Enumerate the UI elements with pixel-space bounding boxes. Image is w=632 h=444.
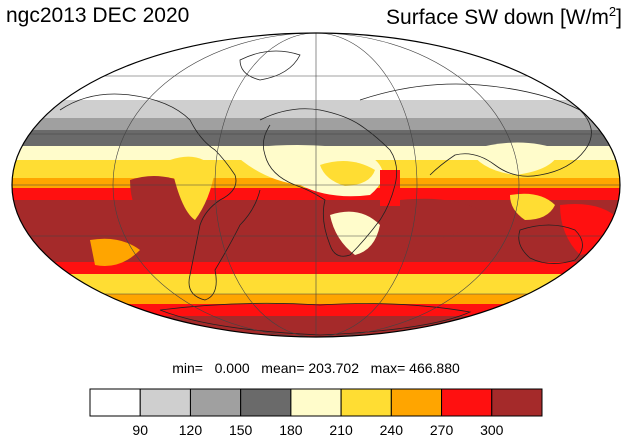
colorbar-box [139,388,191,417]
colorbar-tick-label: 300 [480,422,504,438]
colorbar-tick-label: 180 [279,422,303,438]
field-maritime-continent [510,193,555,220]
variable-label: Surface SW down [W/m [386,6,609,29]
experiment-date-label: ngc2013 DEC 2020 [6,4,190,27]
colorbar-box [290,388,342,417]
greenland-coastline [239,50,301,81]
colorbar-box [89,388,141,417]
statistics-line: min= 0.000 mean= 203.702 max= 466.880 [172,360,460,376]
colorbar-box [240,388,292,417]
colorbar-tick-label: 270 [430,422,454,438]
colorbar-box [340,388,392,417]
field-asia-pale [470,142,560,175]
field-east-pacific [90,238,140,266]
unit-exponent: 2 [608,4,617,19]
colorbar-box [491,388,543,417]
australia-coastline [518,224,583,264]
field-east-africa-red [380,170,400,206]
colorbar-tick-label: 90 [132,422,148,438]
map-title-right: Surface SW down [W/m2] [386,4,622,30]
europe-africa-coastline [259,108,398,257]
map-title-left: ngc2013 DEC 2020 [6,4,189,28]
field-south-america [130,176,194,244]
colorbar-tick-label: 150 [229,422,253,438]
colorbar-box [441,388,493,417]
americas-coastline [59,93,261,301]
colorbar-tick-label: 120 [179,422,203,438]
colorbar-tick-label: 240 [380,422,404,438]
field-indian-ocean [400,198,480,240]
colorbar-boxes [89,388,543,417]
unit-suffix: ] [616,6,622,29]
field-amazon [170,156,215,220]
colorbar-box [390,388,443,417]
asia-coastline [359,83,592,177]
field-southern-africa [330,211,380,255]
colorbar-ticks: 90 120 150 180 210 240 270 300 [132,422,503,438]
colorbar-box [189,388,242,417]
field-africa-yellow [320,161,375,186]
globe-outline [11,32,621,338]
colorbar-tick-label: 210 [329,422,353,438]
